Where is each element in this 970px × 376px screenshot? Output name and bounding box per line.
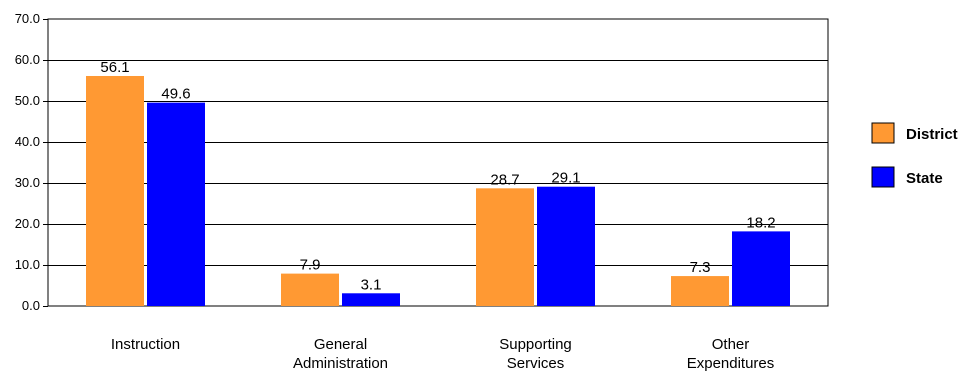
plot-frame — [47, 18, 829, 307]
x-tick-label: Services — [507, 355, 565, 372]
x-tick-label: General — [314, 336, 367, 353]
data-label: 7.9 — [300, 257, 321, 274]
bar-district — [86, 75, 144, 307]
legend-swatch-state — [871, 166, 895, 188]
data-label: 56.1 — [100, 59, 129, 76]
bar-district — [671, 276, 729, 306]
y-tick-label: 60.0 — [15, 52, 40, 67]
bar-state — [342, 293, 400, 306]
data-label: 18.2 — [746, 214, 775, 231]
data-label: 28.7 — [490, 171, 519, 188]
data-label: 3.1 — [361, 276, 382, 293]
y-axis: 0.0 10.0 20.0 30.0 40.0 50.0 60.0 70.0 — [15, 11, 48, 313]
legend-swatch-district — [871, 122, 895, 144]
y-tick-label: 20.0 — [15, 216, 40, 231]
legend-label-state: State — [906, 170, 943, 187]
x-axis-labels: Instruction General Administration Supporti… — [111, 336, 774, 372]
x-tick-label: Other — [712, 336, 750, 353]
legend-label-district: District — [906, 126, 958, 143]
y-tick-label: 10.0 — [15, 257, 40, 272]
legend: District State — [871, 122, 958, 188]
bar-state — [537, 186, 595, 306]
y-tick-label: 70.0 — [15, 11, 40, 26]
bar-district — [281, 273, 339, 306]
data-label: 7.3 — [690, 259, 711, 276]
x-tick-label: Expenditures — [687, 355, 775, 372]
bar-state — [732, 231, 790, 306]
bar-state — [147, 102, 205, 306]
y-tick-label: 0.0 — [22, 298, 40, 313]
data-label: 29.1 — [551, 170, 580, 187]
data-label: 49.6 — [161, 86, 190, 103]
x-tick-label: Administration — [293, 355, 388, 372]
y-tick-label: 50.0 — [15, 93, 40, 108]
y-tick-label: 40.0 — [15, 134, 40, 149]
bar-district — [476, 188, 534, 306]
x-tick-label: Instruction — [111, 336, 180, 353]
data-labels: 56.1 49.6 7.9 3.1 28.7 29.1 7.3 18.2 — [100, 59, 775, 293]
y-tick-label: 30.0 — [15, 175, 40, 190]
x-tick-label: Supporting — [499, 336, 572, 353]
bars — [86, 75, 790, 307]
